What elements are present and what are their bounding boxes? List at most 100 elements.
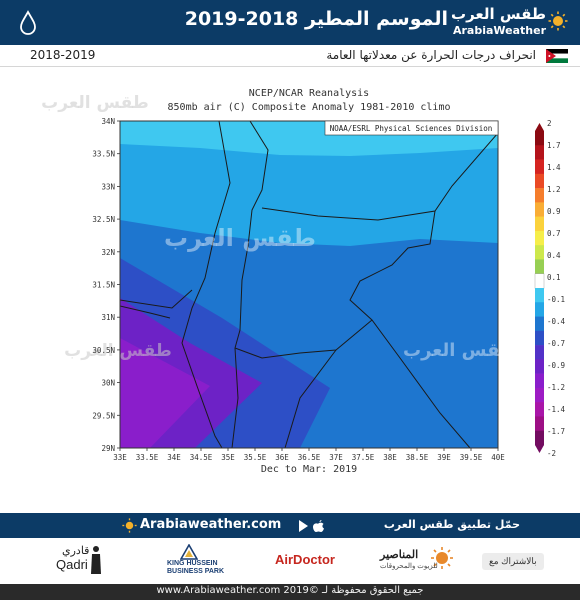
colorbar: 2 1.7 1.4 1.2 0.9 0.7 0.4 0.1 -0.1 -0.4 -0.7 -0.9 -1… [534, 119, 566, 458]
lon-tick-label: 35E [221, 453, 235, 462]
colorbar-segment [535, 373, 544, 389]
play-store-icon[interactable] [299, 520, 308, 532]
watermark-text: طقس العرب [403, 340, 517, 361]
colorbar-label: 1.2 [547, 185, 561, 194]
colorbar-segment [535, 131, 544, 146]
colorbar-segment [535, 145, 544, 160]
page-title: الموسم المطير 2018-2019 [184, 8, 448, 30]
map-title-line2: 850mb air (C) Composite Anomaly 1981-201… [168, 102, 451, 113]
lat-tick-label: 29.5N [92, 411, 115, 420]
latitude-axis: 34N 33.5N 33N 32.5N 32N 31.5N 31N 30.5N 30N 29.5N… [92, 117, 120, 453]
colorbar-segment [535, 359, 544, 374]
colorbar-segment [535, 430, 544, 446]
king-hussein-park-logo-line2: BUSINESS PARK [167, 568, 225, 575]
colorbar-label: 1.7 [547, 141, 561, 150]
lon-tick-label: 39.5E [460, 453, 483, 462]
lat-tick-label: 34N [101, 117, 115, 126]
colorbar-label: -0.7 [547, 339, 565, 348]
lon-tick-label: 38E [383, 453, 397, 462]
manaseer-logo-text: المناصير [380, 549, 419, 561]
colorbar-bottom-arrow [535, 445, 544, 453]
colorbar-top-arrow [535, 123, 544, 131]
lon-tick-label: 37.5E [352, 453, 375, 462]
colorbar-label: 0.9 [547, 207, 561, 216]
lat-tick-label: 33.5N [92, 150, 115, 159]
colorbar-segment [535, 288, 544, 303]
longitude-axis: 33E 33.5E 34E 34.5E 35E 35.5E 36E 36.5E 37E 37.5E… [113, 448, 505, 462]
colorbar-label: -2 [547, 449, 556, 458]
logo-text-arabic: طقس العرب [451, 5, 546, 23]
colorbar-label: -0.1 [547, 295, 565, 304]
king-hussein-park-logo-icon [180, 544, 198, 560]
sun-logo-icon [548, 11, 568, 31]
copyright-text: www.Arabiaweather.com 2019© جميع الحقوق … [156, 585, 424, 596]
colorbar-label: 1.4 [547, 163, 561, 172]
lon-tick-label: 40E [491, 453, 505, 462]
colorbar-segment [535, 259, 544, 275]
colorbar-label: -0.4 [547, 317, 566, 326]
sub-header: انحراف درجات الحرارة عن معدلاتها العامة … [0, 45, 580, 67]
jordan-flag-icon [546, 49, 568, 63]
lat-tick-label: 30.5N [92, 346, 115, 355]
period-label: Dec to Mar: 2019 [261, 464, 357, 475]
manaseer-logo-icon [431, 547, 453, 569]
lat-tick-label: 31N [101, 313, 115, 322]
map-subtitle: انحراف درجات الحرارة عن معدلاتها العامة [326, 48, 536, 62]
qadri-logo-english: Qadri [56, 557, 88, 572]
colorbar-segment [535, 387, 544, 403]
colorbar-label: -1.4 [547, 405, 566, 414]
lon-tick-label: 34E [167, 453, 181, 462]
watermarks: طقس العرب طقس العرب طقس العرب طقس العرب [41, 93, 517, 361]
colorbar-label: 0.1 [547, 273, 561, 282]
colorbar-segment [535, 345, 544, 360]
lon-tick-label: 39E [437, 453, 451, 462]
lon-tick-label: 36.5E [298, 453, 321, 462]
lon-tick-label: 35.5E [244, 453, 267, 462]
manaseer-logo-subtext: للزيوت والمحروقات [380, 563, 438, 570]
airdoctor-logo-text: AirDoctor [275, 552, 335, 567]
logo-text-english: ArabiaWeather [452, 24, 546, 37]
watermark-text: طقس العرب [164, 224, 316, 252]
colorbar-label: -1.7 [547, 427, 565, 436]
anomaly-fill [120, 121, 498, 448]
app-download-text[interactable]: حمّل تطبيق طقس العرب [383, 518, 520, 531]
colorbar-segment [535, 216, 544, 232]
colorbar-segment [535, 416, 544, 432]
footer: www.Arabiaweather.com 2019© جميع الحقوق … [0, 584, 580, 600]
colorbar-segment [535, 245, 544, 260]
colorbar-label: 2 [547, 119, 552, 128]
lat-tick-label: 31.5N [92, 281, 115, 290]
lon-tick-label: 33.5E [136, 453, 159, 462]
colorbar-segment [534, 273, 545, 289]
colorbar-segment [535, 173, 544, 189]
app-download-bar[interactable]: حمّل تطبيق طقس العرب Arabiaweather.com [0, 513, 580, 538]
sponsors-strip: بالاشتراك مع المناصير للزيوت والمحروقات … [0, 538, 580, 584]
anomaly-map: NCEP/NCAR Reanalysis 850mb air (C) Compo… [41, 88, 566, 475]
watermark-text: طقس العرب [41, 93, 149, 113]
country-borders [120, 121, 498, 448]
apple-icon[interactable] [313, 520, 324, 532]
lon-tick-label: 37E [329, 453, 343, 462]
credit-box [324, 120, 499, 136]
lat-tick-label: 29N [101, 444, 115, 453]
subscribe-badge: بالاشتراك مع [482, 553, 544, 570]
sun-logo-icon [122, 518, 137, 533]
colorbar-segment [535, 402, 544, 417]
water-drop-icon [20, 10, 36, 35]
colorbar-label: -0.9 [547, 361, 565, 370]
lon-tick-label: 33E [113, 453, 127, 462]
lat-tick-label: 32.5N [92, 215, 115, 224]
lat-tick-label: 32N [101, 248, 115, 257]
colorbar-segment [535, 188, 544, 203]
site-link[interactable]: Arabiaweather.com [140, 517, 282, 532]
credit-text: NOAA/ESRL Physical Sciences Division [330, 124, 493, 133]
lat-tick-label: 30N [101, 379, 115, 388]
colorbar-segment [535, 202, 544, 217]
colorbar-segment [535, 302, 544, 317]
colorbar-label: 0.7 [547, 229, 561, 238]
colorbar-segment [535, 316, 544, 332]
colorbar-segment [535, 230, 544, 246]
colorbar-segment [535, 159, 544, 175]
app-store-icons[interactable] [297, 519, 329, 533]
